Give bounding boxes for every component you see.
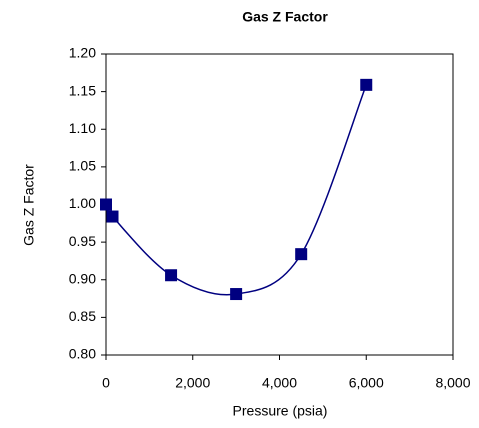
marker	[106, 210, 119, 223]
marker	[230, 288, 243, 301]
x-tick-label: 2,000	[175, 375, 210, 391]
x-tick-label: 4,000	[262, 375, 297, 391]
marker	[360, 78, 373, 91]
marker	[295, 248, 308, 261]
x-tick-label: 8,000	[435, 375, 470, 391]
x-tick-label: 0	[102, 375, 110, 391]
y-tick-label: 1.20	[69, 45, 96, 61]
y-tick-label: 1.10	[69, 120, 96, 136]
y-tick-label: 1.00	[69, 195, 96, 211]
y-tick-label: 0.95	[69, 233, 96, 249]
x-axis-label: Pressure (psia)	[233, 403, 328, 419]
smooth-line	[104, 84, 367, 296]
marker	[100, 198, 112, 211]
chart-title: Gas Z Factor	[242, 9, 328, 25]
y-tick-label: 0.85	[69, 308, 96, 324]
y-tick-label: 0.90	[69, 270, 96, 286]
y-tick-label: 0.80	[69, 346, 96, 362]
y-tick-label: 1.05	[69, 158, 96, 174]
y-axis-label: Gas Z Factor	[21, 164, 37, 246]
plot-area	[105, 53, 454, 356]
y-tick-label: 1.15	[69, 82, 96, 98]
x-tick-label: 6,000	[349, 375, 384, 391]
marker	[165, 269, 178, 282]
